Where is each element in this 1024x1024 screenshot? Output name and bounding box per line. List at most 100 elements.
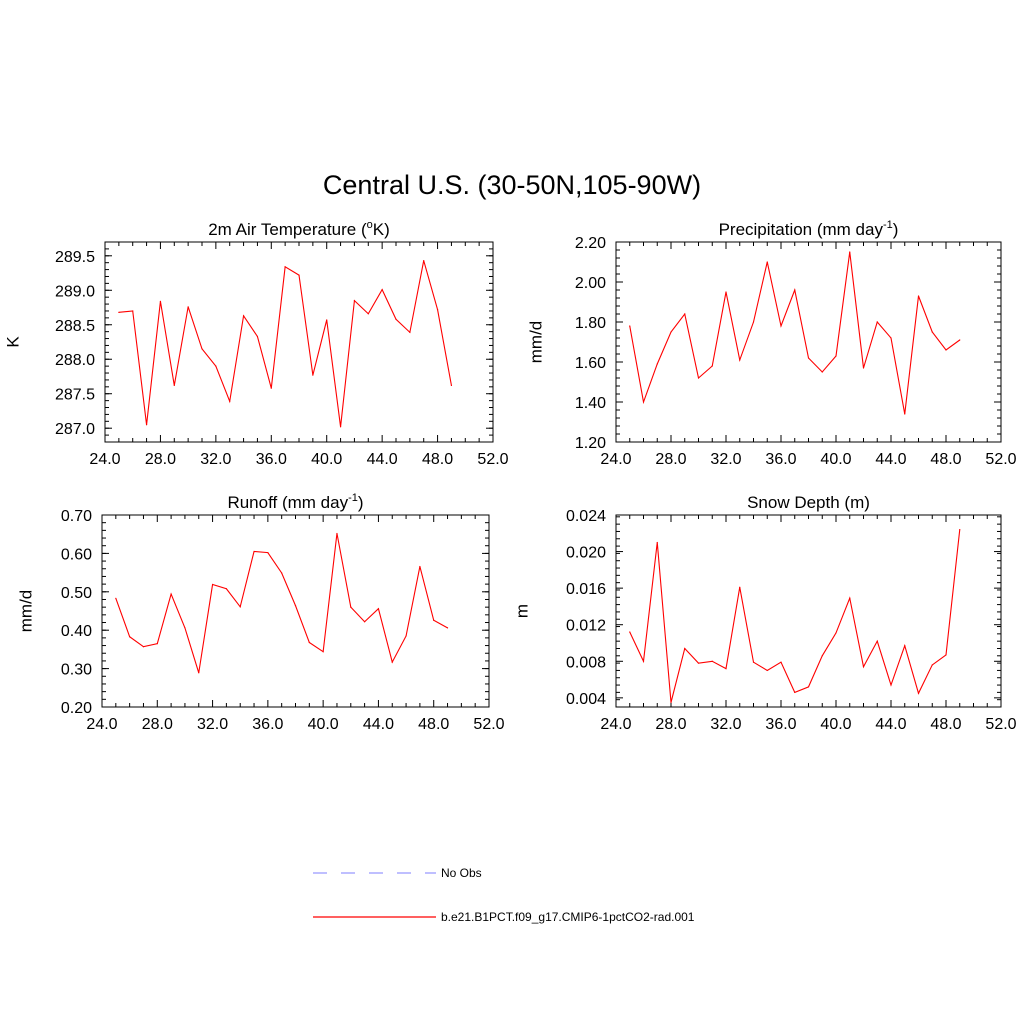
snow-depth-x-tick-label: 36.0	[765, 716, 796, 733]
precipitation-data-point	[931, 331, 933, 333]
legend-obs-label: No Obs	[441, 866, 482, 880]
snow-depth-y-tick-label: 0.012	[566, 618, 606, 635]
panels: 24.0 28.0 32.0 36.0 40.0 44.0 48.0 52.0 287.0 287…	[3, 219, 1016, 733]
panel-snow-depth: 24.0 28.0 32.0 36.0 40.0 44.0 48.0 52.0 0.004 0.0…	[512, 493, 1016, 733]
runoff-data-point	[156, 643, 158, 645]
temperature-data-point	[145, 424, 148, 426]
temperature-x-tick-label: 36.0	[256, 451, 287, 468]
snow-depth-data-point	[849, 597, 851, 599]
snow-depth-data-point	[629, 631, 631, 633]
snow-depth-data-point	[959, 529, 961, 531]
snow-depth-data-point	[670, 701, 672, 704]
snow-depth-panel-title-main: Snow Depth (m)	[747, 493, 870, 512]
temperature-data-point	[326, 319, 328, 321]
temperature-y-axis-label: K	[3, 336, 22, 348]
snow-depth-y-tick-label: 0.024	[566, 508, 606, 525]
snow-depth-data-point	[890, 684, 892, 686]
precipitation-x-tick-label: 40.0	[820, 451, 851, 468]
snow-depth-data-point	[931, 664, 933, 666]
panel-precipitation: 24.0 28.0 32.0 36.0 40.0 44.0 48.0 52.0 1.20 1.40…	[526, 219, 1016, 468]
legend: No Obs b.e21.B1PCT.f09_g17.CMIP6-1pctCO2…	[313, 866, 695, 924]
snow-depth-data-point	[711, 660, 713, 662]
runoff-x-tick-label: 32.0	[197, 716, 228, 733]
runoff-x-tick-label: 48.0	[418, 716, 449, 733]
runoff-data-point	[142, 646, 145, 648]
runoff-y-tick-label: 0.50	[61, 585, 92, 602]
runoff-x-tick-label: 36.0	[252, 716, 283, 733]
snow-depth-x-tick-label: 32.0	[710, 716, 741, 733]
precipitation-x-tick-label: 48.0	[930, 451, 961, 468]
temperature-panel-title-end: K)	[373, 220, 390, 239]
temperature-data-point	[256, 335, 259, 338]
temperature-x-tick-label: 40.0	[311, 451, 342, 468]
precipitation-data-point	[739, 359, 741, 361]
temperature-panel-title-sup: o	[367, 219, 373, 231]
temperature-data-point	[132, 310, 134, 312]
temperature-data-point	[229, 400, 231, 402]
precipitation-plot-frame	[615, 241, 1002, 443]
runoff-y-tick-label: 0.70	[61, 508, 92, 525]
precipitation-data-point	[862, 367, 865, 369]
runoff-series-line	[115, 533, 448, 673]
temperature-x-tick-label: 48.0	[422, 451, 453, 468]
runoff-y-tick-label: 0.60	[61, 546, 92, 563]
snow-depth-x-tick-label: 52.0	[985, 716, 1016, 733]
precipitation-data-point	[794, 289, 796, 291]
precipitation-data-point	[752, 321, 755, 323]
temperature-data-point	[298, 274, 300, 276]
runoff-data-point	[391, 661, 393, 663]
temperature-y-tick-label: 289.5	[55, 249, 95, 266]
temperature-x-tick-label: 28.0	[145, 451, 176, 468]
snow-depth-data-point	[821, 655, 823, 657]
temperature-y-tick-label: 287.5	[55, 387, 95, 404]
temperature-data-point	[159, 300, 162, 302]
runoff-panel-title-sup: -1	[348, 492, 358, 504]
precipitation-y-tick-label: 1.40	[575, 395, 606, 412]
temperature-data-point	[312, 374, 314, 376]
snow-depth-data-point	[945, 654, 947, 656]
temperature-data-point	[201, 348, 203, 350]
precipitation-data-point	[959, 339, 961, 341]
snow-depth-plot-frame	[615, 514, 1002, 708]
precipitation-data-point	[904, 413, 906, 415]
precipitation-data-point	[711, 365, 713, 367]
snow-depth-data-point	[862, 666, 865, 668]
precipitation-data-point	[945, 349, 947, 351]
snow-depth-data-point	[780, 661, 782, 663]
runoff-data-point	[239, 606, 241, 608]
temperature-x-tick-label: 24.0	[89, 451, 120, 468]
snow-depth-data-point	[642, 660, 645, 662]
runoff-y-axis-label: mm/d	[16, 590, 35, 633]
precipitation-data-point	[725, 291, 727, 293]
temperature-data-point	[395, 318, 397, 320]
snow-depth-y-tick-label: 0.016	[566, 581, 606, 598]
precipitation-panel-title-main: Precipitation (mm day	[719, 220, 884, 239]
temperature-data-point	[353, 300, 356, 302]
precipitation-x-tick-label: 36.0	[765, 451, 796, 468]
temperature-data-point	[270, 387, 272, 389]
precipitation-data-point	[876, 321, 878, 323]
temperature-y-tick-label: 289.0	[55, 283, 95, 300]
temperature-data-point	[423, 260, 425, 262]
precipitation-data-point	[629, 325, 631, 327]
runoff-data-point	[294, 605, 297, 607]
snow-depth-data-point	[794, 691, 796, 693]
runoff-data-point	[170, 593, 172, 595]
precipitation-data-point	[766, 261, 768, 263]
snow-depth-y-tick-label: 0.020	[566, 545, 606, 562]
snow-depth-data-point	[904, 645, 906, 647]
runoff-y-tick-label: 0.30	[61, 662, 92, 679]
precipitation-x-tick-label: 28.0	[655, 451, 686, 468]
snow-depth-x-tick-label: 40.0	[820, 716, 851, 733]
precipitation-x-tick-label: 24.0	[600, 451, 631, 468]
temperature-series-line	[118, 260, 452, 427]
runoff-data-point	[433, 619, 435, 621]
snow-depth-series-line	[629, 529, 961, 703]
snow-depth-data-point	[697, 662, 700, 664]
snow-depth-data-point	[807, 686, 810, 688]
temperature-data-point	[187, 306, 189, 308]
runoff-data-point	[364, 621, 366, 623]
runoff-data-point	[198, 672, 200, 674]
runoff-data-point	[336, 532, 338, 535]
